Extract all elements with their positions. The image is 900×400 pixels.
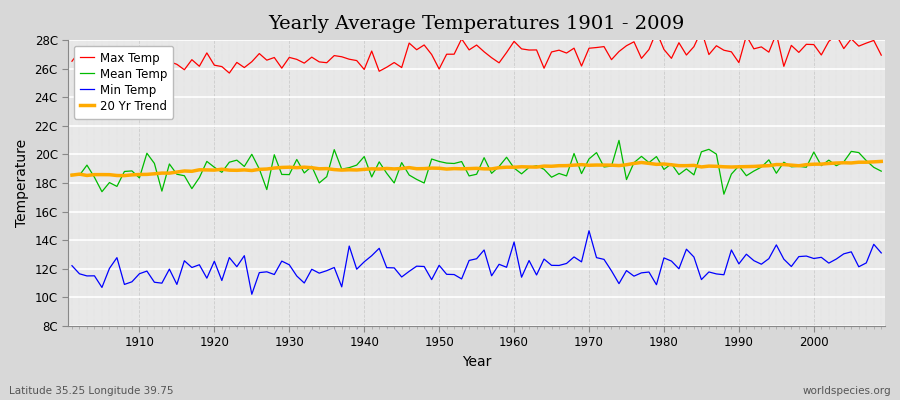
Max Temp <box>127 67 138 72</box>
Mean Temp <box>598 164 609 169</box>
20 Yr Trend <box>134 172 145 177</box>
Max Temp <box>606 57 616 62</box>
Text: Latitude 35.25 Longitude 39.75: Latitude 35.25 Longitude 39.75 <box>9 386 174 396</box>
Mean Temp <box>67 172 77 177</box>
Max Temp <box>517 46 527 51</box>
Max Temp <box>876 53 886 58</box>
Max Temp <box>67 59 77 64</box>
Min Temp <box>247 292 257 297</box>
X-axis label: Year: Year <box>462 355 491 369</box>
Mean Temp <box>501 155 512 160</box>
Min Temp <box>876 250 886 255</box>
Text: worldspecies.org: worldspecies.org <box>803 386 891 396</box>
Legend: Max Temp, Mean Temp, Min Temp, 20 Yr Trend: Max Temp, Mean Temp, Min Temp, 20 Yr Tre… <box>74 46 174 119</box>
Min Temp <box>344 244 355 248</box>
Min Temp <box>614 281 625 286</box>
Max Temp <box>149 71 160 76</box>
Title: Yearly Average Temperatures 1901 - 2009: Yearly Average Temperatures 1901 - 2009 <box>268 15 685 33</box>
Max Temp <box>299 61 310 66</box>
20 Yr Trend <box>67 173 77 178</box>
Mean Temp <box>614 138 625 143</box>
Y-axis label: Temperature: Temperature <box>15 139 29 227</box>
20 Yr Trend <box>606 163 616 168</box>
Line: Min Temp: Min Temp <box>72 231 881 294</box>
20 Yr Trend <box>344 167 355 172</box>
20 Yr Trend <box>876 159 886 164</box>
Max Temp <box>696 28 706 33</box>
Min Temp <box>299 280 310 285</box>
20 Yr Trend <box>119 173 130 178</box>
Mean Temp <box>718 192 729 196</box>
Line: 20 Yr Trend: 20 Yr Trend <box>72 162 881 176</box>
Max Temp <box>508 39 519 44</box>
Mean Temp <box>508 166 519 170</box>
20 Yr Trend <box>508 165 519 170</box>
Mean Temp <box>292 157 302 162</box>
Mean Temp <box>127 168 138 173</box>
Min Temp <box>67 263 77 268</box>
20 Yr Trend <box>299 165 310 170</box>
Min Temp <box>517 275 527 280</box>
Min Temp <box>127 280 138 284</box>
20 Yr Trend <box>517 164 527 169</box>
Mean Temp <box>337 167 347 172</box>
Min Temp <box>508 240 519 244</box>
Mean Temp <box>876 169 886 174</box>
Line: Max Temp: Max Temp <box>72 30 881 74</box>
Min Temp <box>583 228 594 233</box>
Max Temp <box>344 57 355 62</box>
Line: Mean Temp: Mean Temp <box>72 140 881 194</box>
